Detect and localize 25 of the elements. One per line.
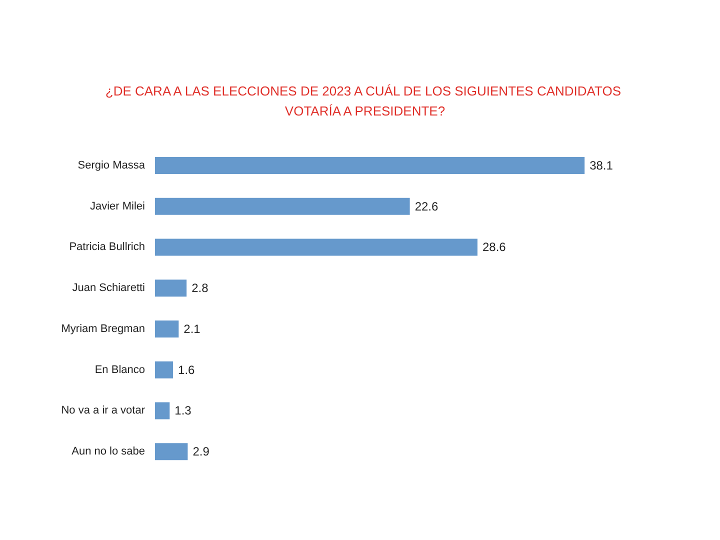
data-label: 2.1	[184, 322, 201, 336]
bar	[155, 402, 170, 420]
data-label: 38.1	[590, 158, 614, 172]
bar	[155, 156, 585, 174]
data-label: 28.6	[482, 240, 506, 254]
data-label: 22.6	[414, 199, 438, 214]
data-label: 2.9	[192, 444, 210, 459]
data-label: 2.8	[192, 281, 209, 296]
y-tick-label: Aun no lo sabe	[72, 446, 145, 458]
bar	[155, 198, 410, 215]
bar	[155, 320, 179, 338]
bar	[155, 361, 174, 378]
y-tick-label: Javier Milei	[90, 200, 145, 212]
data-label: 1.6	[178, 362, 196, 377]
y-tick-label: No va a ir a votar	[61, 404, 146, 417]
y-tick-label: Juan Schiaretti	[72, 282, 145, 294]
bar	[155, 280, 187, 297]
y-tick-label: Myriam Bregman	[61, 322, 145, 335]
bar	[155, 443, 188, 460]
chart-title: ¿DE CARA A LAS ELECCIONES DE 2023 A CUÁL DE LOS SIGUIENTES CANDIDATOS VOTARÍA A PRESIDENTE?	[105, 84, 625, 118]
y-tick-label: Sergio Massa	[78, 159, 146, 172]
y-tick-label: Patricia Bullrich	[69, 241, 145, 254]
y-tick-label: En Blanco	[94, 364, 145, 376]
bar	[155, 238, 478, 256]
data-label: 1.3	[174, 404, 192, 418]
